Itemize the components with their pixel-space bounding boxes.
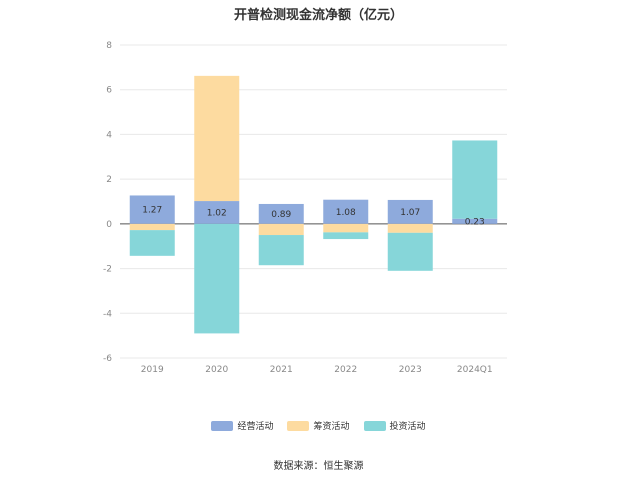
data-label: 1.07 [400,208,420,218]
chart-legend: 经营活动 筹资活动 投资活动 [0,419,637,432]
y-tick-label: -2 [103,265,112,275]
x-tick-label: 2020 [205,365,228,375]
bar-segment [129,195,175,224]
y-tick-label: -6 [103,354,112,364]
bar-segment [387,223,433,233]
y-tick-label: 8 [106,41,112,51]
y-tick-label: 4 [106,130,112,140]
y-tick-label: 6 [106,86,112,96]
x-tick-label: 2023 [399,365,422,375]
bar-segment [194,201,240,224]
bar-segment [258,235,304,266]
chart-svg: 8 6 4 2 0 -2 -4 -6 2019 1.27 2020 1.02 2021 0.89 2022 1… [103,41,507,375]
bar-segment [194,223,240,334]
bar-segment [194,75,240,202]
legend-item[interactable]: 投资活动 [363,419,426,432]
bar-segment [258,203,304,224]
bar-segment [387,199,433,224]
bar-segment [387,232,433,271]
legend-swatch [211,420,234,431]
data-label: 1.02 [207,208,227,218]
data-source: 数据来源：恒生聚源 [273,461,364,472]
bar-segment [452,140,498,219]
x-tick-label: 2024Q1 [457,365,493,375]
bar-segment [452,218,498,224]
legend-item[interactable]: 筹资活动 [287,419,350,432]
y-tick-label: -4 [103,309,112,319]
data-label: 1.08 [336,208,356,218]
bar-segment [323,223,369,233]
x-tick-label: 2021 [270,365,293,375]
legend-label: 经营活动 [237,422,274,432]
y-tick-label: 0 [106,220,112,230]
x-tick-label: 2019 [141,365,164,375]
bar-segment [129,223,175,231]
bar-segment [323,232,369,240]
bar-segment [258,223,304,236]
legend-item[interactable]: 经营活动 [211,419,273,432]
bar-segment [129,230,175,256]
bar-segment [323,199,369,224]
legend-swatch [287,420,310,431]
y-tick-label: 2 [106,175,112,185]
data-label: 1.27 [142,206,162,216]
data-label: 0.23 [465,217,485,227]
data-label: 0.89 [271,210,291,220]
chart-title: 开普检测现金流净额（亿元） [233,8,403,23]
legend-label: 投资活动 [389,422,426,432]
x-tick-label: 2022 [334,365,357,375]
legend-label: 筹资活动 [313,422,350,432]
legend-swatch [363,420,386,431]
